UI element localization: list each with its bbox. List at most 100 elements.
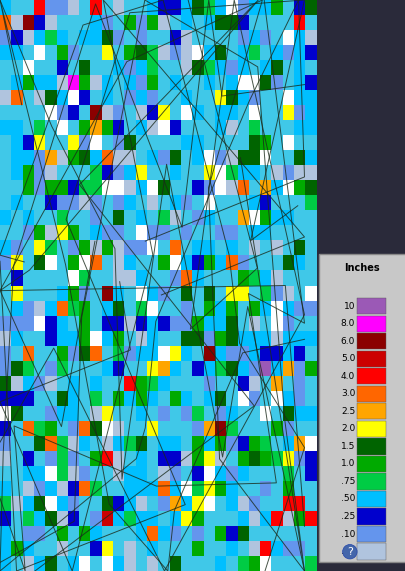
Bar <box>282 481 293 496</box>
Bar <box>282 226 293 240</box>
Bar <box>158 45 169 60</box>
Bar <box>293 255 305 271</box>
Bar <box>113 391 124 406</box>
Bar <box>0 526 11 541</box>
Bar <box>226 345 237 361</box>
Bar <box>11 466 23 481</box>
Bar <box>271 496 282 511</box>
Bar <box>45 105 56 120</box>
Bar <box>169 481 181 496</box>
Bar <box>260 556 271 571</box>
Bar <box>45 481 56 496</box>
Bar <box>79 556 90 571</box>
Bar <box>135 226 147 240</box>
Bar <box>237 331 248 345</box>
Bar <box>147 316 158 331</box>
Bar <box>293 466 305 481</box>
Bar <box>169 30 181 45</box>
Bar <box>135 436 147 451</box>
Bar <box>45 361 56 376</box>
Bar <box>79 436 90 451</box>
Bar <box>305 376 316 391</box>
Bar <box>158 316 169 331</box>
Bar <box>11 75 23 90</box>
Bar <box>214 451 226 466</box>
Bar <box>56 481 68 496</box>
Bar <box>11 271 23 286</box>
Bar <box>68 496 79 511</box>
Bar <box>11 556 23 571</box>
Bar <box>0 481 11 496</box>
Bar <box>260 541 271 556</box>
Bar <box>226 75 237 90</box>
Bar <box>356 421 385 437</box>
Bar <box>113 271 124 286</box>
Bar <box>237 406 248 421</box>
Bar <box>79 271 90 286</box>
Bar <box>68 120 79 135</box>
Bar <box>124 556 135 571</box>
Bar <box>0 286 11 300</box>
Bar <box>203 135 214 150</box>
Bar <box>68 286 79 300</box>
Bar <box>68 240 79 255</box>
Bar <box>169 226 181 240</box>
Bar <box>181 240 192 255</box>
Bar <box>90 556 102 571</box>
Bar <box>113 481 124 496</box>
Bar <box>158 120 169 135</box>
Bar <box>203 481 214 496</box>
Bar <box>124 45 135 60</box>
Bar <box>271 30 282 45</box>
Bar <box>271 541 282 556</box>
Bar <box>68 210 79 226</box>
Bar <box>248 180 260 195</box>
Bar <box>124 165 135 180</box>
Bar <box>158 481 169 496</box>
Bar <box>305 30 316 45</box>
Bar <box>248 421 260 436</box>
Bar <box>260 210 271 226</box>
Bar <box>23 421 34 436</box>
Bar <box>102 45 113 60</box>
Bar <box>23 526 34 541</box>
Bar <box>11 30 23 45</box>
Bar <box>11 105 23 120</box>
Bar <box>90 421 102 436</box>
Bar <box>56 556 68 571</box>
Bar <box>248 526 260 541</box>
Bar <box>158 421 169 436</box>
Bar <box>68 300 79 316</box>
Bar <box>56 30 68 45</box>
Bar <box>192 180 203 195</box>
Bar <box>0 240 11 255</box>
Bar <box>11 90 23 105</box>
Bar <box>192 376 203 391</box>
Bar <box>181 361 192 376</box>
Bar <box>192 0 203 15</box>
Bar <box>135 361 147 376</box>
Bar <box>293 15 305 30</box>
Bar <box>158 255 169 271</box>
Bar <box>158 0 169 15</box>
Bar <box>135 150 147 165</box>
Bar <box>192 240 203 255</box>
Bar <box>226 361 237 376</box>
Bar <box>248 556 260 571</box>
Bar <box>214 361 226 376</box>
Bar <box>305 90 316 105</box>
Bar <box>135 105 147 120</box>
Bar <box>282 300 293 316</box>
Bar <box>305 451 316 466</box>
Bar <box>181 60 192 75</box>
Bar <box>203 466 214 481</box>
Bar <box>271 45 282 60</box>
Bar <box>79 316 90 331</box>
Bar <box>79 496 90 511</box>
Bar <box>158 391 169 406</box>
Bar <box>0 345 11 361</box>
Bar <box>293 376 305 391</box>
Bar <box>192 526 203 541</box>
Bar <box>282 30 293 45</box>
Bar <box>147 286 158 300</box>
